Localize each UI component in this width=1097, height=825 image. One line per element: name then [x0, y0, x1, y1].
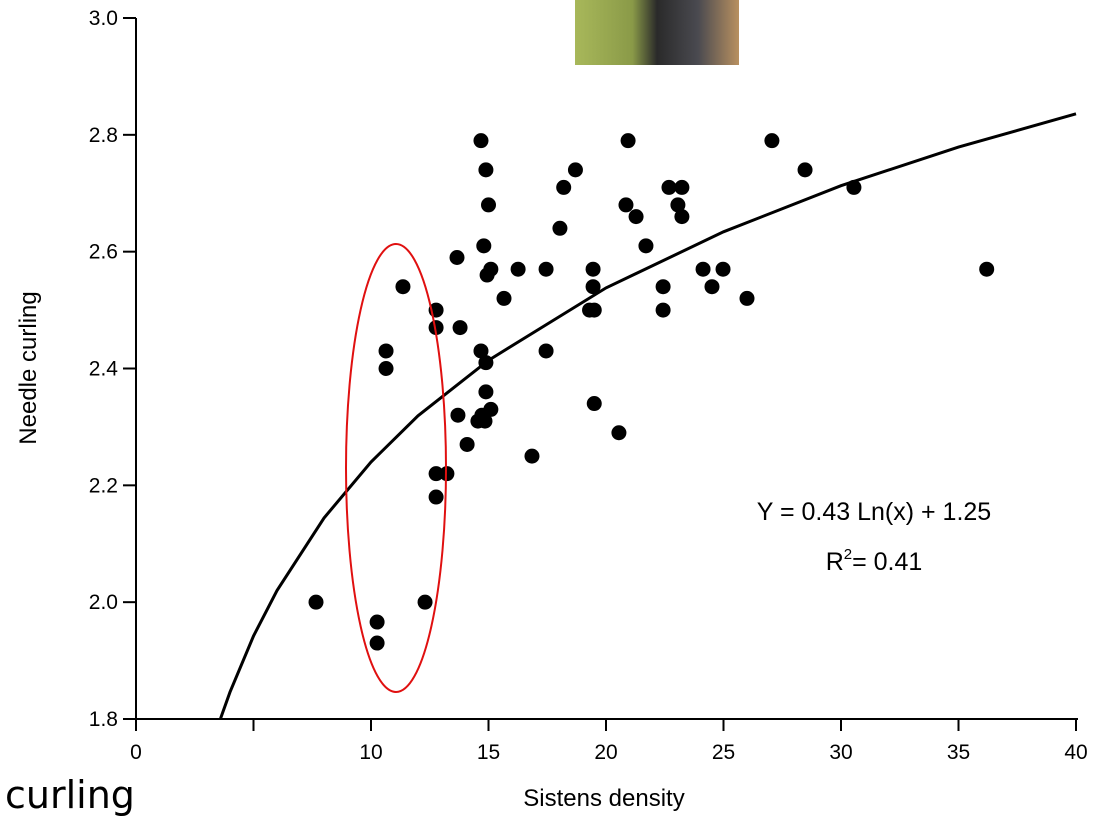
data-point: [481, 197, 496, 213]
x-tick-label: 25: [712, 741, 735, 764]
data-point: [586, 302, 602, 318]
r-squared: R2= 0.41: [826, 546, 923, 576]
data-point: [764, 133, 780, 149]
data-point: [674, 179, 690, 195]
data-point: [378, 361, 394, 376]
y-tick-label: 2.4: [89, 358, 119, 381]
data-point: [846, 179, 862, 195]
x-tick-label: 15: [477, 741, 500, 764]
side-text: curling: [5, 773, 135, 817]
data-point: [452, 320, 468, 336]
data-point: [478, 162, 494, 178]
data-point: [450, 407, 466, 423]
r2-sup: 2: [844, 546, 852, 563]
data-point: [739, 290, 755, 306]
data-point: [510, 261, 526, 277]
data-point: [449, 250, 465, 266]
data-point: [655, 279, 671, 295]
data-point: [538, 261, 554, 277]
data-point: [618, 197, 634, 213]
fit-equation: Y = 0.43 Ln(x) + 1.25: [757, 498, 991, 526]
data-point: [715, 261, 731, 277]
data-point: [556, 179, 572, 195]
y-tick-label: 3.0: [89, 7, 118, 30]
r2-label: R: [826, 548, 844, 576]
data-point: [417, 594, 433, 610]
data-point: [704, 279, 720, 295]
data-point: [611, 425, 627, 441]
data-point: [478, 384, 494, 400]
photo-thumbnail: [575, 0, 739, 65]
fit-curve: [219, 112, 1077, 719]
x-axis-title: Sistens density: [523, 785, 684, 812]
data-point: [496, 290, 512, 306]
data-point: [585, 261, 601, 277]
data-point: [473, 343, 489, 359]
data-point: [308, 594, 324, 610]
data-point: [979, 261, 995, 277]
data-point: [395, 279, 411, 295]
y-tick-label: 2.2: [89, 474, 118, 497]
x-tick-label: 0: [130, 741, 142, 764]
y-tick-label: 2.0: [89, 591, 118, 614]
x-tick-label: 20: [594, 741, 617, 764]
data-point: [586, 396, 602, 412]
data-point: [620, 133, 636, 149]
data-point: [369, 635, 385, 651]
data-point: [473, 133, 489, 149]
y-tick-label: 2.8: [89, 124, 118, 147]
data-point: [674, 209, 690, 225]
data-point: [483, 261, 499, 277]
data-point: [538, 343, 554, 359]
plot-area: 1.8 2.0 2.2 2.4 2.6 2.8 3.0 0 10 15 20 25 30 35 40: [89, 7, 1088, 764]
data-point: [477, 413, 493, 429]
data-point: [670, 197, 686, 213]
data-point: [378, 343, 394, 359]
data-point: [567, 162, 583, 178]
data-point: [797, 162, 813, 178]
data-point: [428, 466, 444, 482]
y-tick-label: 1.8: [89, 708, 118, 731]
data-point: [524, 448, 540, 464]
data-point: [478, 355, 494, 371]
data-point: [552, 220, 568, 236]
x-tick-label: 40: [1064, 741, 1087, 764]
data-point: [695, 261, 711, 277]
x-tick-label: 10: [359, 741, 382, 764]
data-point: [428, 489, 444, 505]
data-point: [483, 401, 499, 417]
data-point: [585, 279, 601, 295]
y-axis-title: Needle curling: [15, 291, 42, 444]
r2-value: = 0.41: [852, 548, 922, 576]
data-point: [655, 302, 671, 318]
data-point: [661, 179, 677, 195]
data-point: [459, 436, 475, 452]
data-point: [638, 238, 654, 254]
y-tick-label: 2.6: [89, 241, 118, 264]
x-tick-label: 30: [829, 741, 852, 764]
x-tick-label: 35: [947, 741, 970, 764]
data-point: [369, 614, 385, 630]
data-point: [628, 209, 644, 225]
highlight-ellipse: [345, 243, 447, 693]
data-point: [428, 320, 444, 336]
data-point: [476, 238, 492, 254]
